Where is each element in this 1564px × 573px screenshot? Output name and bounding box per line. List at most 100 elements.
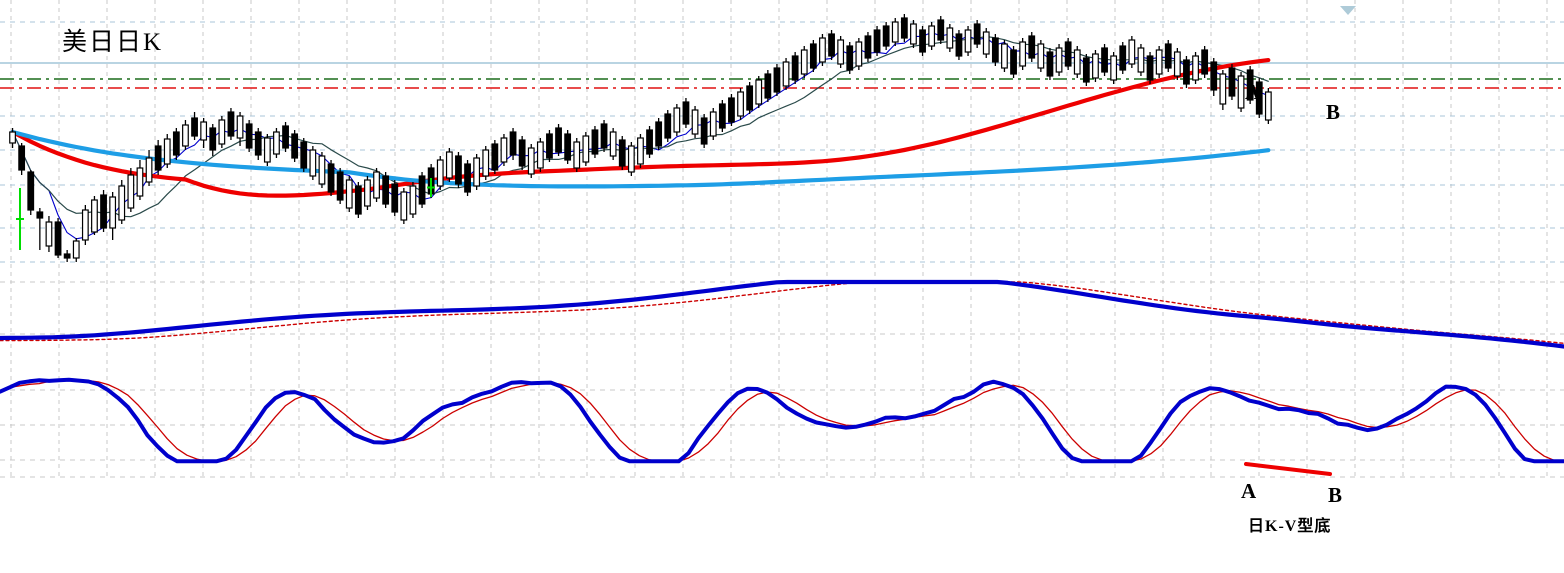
candle-body bbox=[919, 29, 926, 53]
candle-body bbox=[1019, 41, 1027, 67]
candle-body bbox=[163, 138, 171, 165]
macd-signal-line bbox=[0, 281, 1564, 344]
candle-body bbox=[1155, 49, 1163, 75]
kdj-k-line bbox=[0, 377, 1564, 464]
candle-body bbox=[100, 194, 107, 229]
candle-body bbox=[800, 49, 808, 75]
candle-body bbox=[300, 141, 308, 169]
candle-body bbox=[373, 171, 380, 199]
candle-body bbox=[245, 123, 253, 149]
candle-body bbox=[72, 240, 80, 259]
candle-body bbox=[1092, 53, 1099, 79]
candle-body bbox=[655, 121, 663, 147]
chart-caption: 日K-V型底 bbox=[1248, 518, 1332, 535]
candle-body bbox=[18, 145, 26, 171]
kdj-d-line bbox=[0, 379, 1564, 462]
candle-body bbox=[864, 35, 872, 59]
candle-body bbox=[91, 199, 98, 233]
candle-body bbox=[1201, 49, 1209, 75]
candle-body bbox=[1101, 47, 1108, 73]
candle-body bbox=[236, 115, 244, 139]
candle-body bbox=[36, 211, 44, 219]
candle-body bbox=[263, 137, 271, 163]
candle-body bbox=[172, 131, 180, 156]
candle-body bbox=[127, 174, 135, 209]
candle-body bbox=[1128, 39, 1136, 65]
kdj-panel bbox=[0, 377, 1564, 464]
trendline-annotation bbox=[1244, 462, 1332, 476]
candle-body bbox=[1055, 47, 1063, 73]
candle-body bbox=[1082, 57, 1090, 83]
candle-body bbox=[273, 131, 280, 155]
candle-body bbox=[982, 31, 990, 55]
candle-body bbox=[664, 113, 672, 139]
candle-body bbox=[1119, 45, 1127, 71]
candle-body bbox=[1064, 41, 1072, 67]
candle-body bbox=[873, 29, 881, 53]
candle-body bbox=[209, 127, 217, 151]
candle-body bbox=[345, 179, 353, 209]
candle-body bbox=[336, 171, 344, 201]
candle-body bbox=[445, 151, 453, 179]
candle-body bbox=[773, 67, 781, 93]
candle-body bbox=[637, 137, 644, 165]
candle-body bbox=[582, 135, 590, 163]
candle-body bbox=[1164, 43, 1172, 69]
candle-body bbox=[555, 127, 562, 153]
candle-body bbox=[254, 131, 262, 156]
candle-body bbox=[1237, 75, 1245, 109]
oscillator-label-b: B bbox=[1328, 483, 1343, 507]
candle-body bbox=[291, 133, 299, 159]
candle-body bbox=[964, 29, 972, 53]
candle-body bbox=[609, 131, 617, 157]
candle-body bbox=[855, 41, 863, 67]
macd-panel bbox=[0, 279, 1564, 349]
candle-body bbox=[627, 145, 635, 173]
candle-body bbox=[600, 123, 608, 149]
candle-body bbox=[564, 133, 572, 161]
candle-body bbox=[109, 196, 117, 229]
candle-body bbox=[309, 149, 317, 177]
candle-body bbox=[673, 107, 681, 133]
candle-body bbox=[782, 61, 790, 87]
candle-body bbox=[837, 39, 845, 65]
candle-body bbox=[1073, 49, 1081, 75]
candle-body bbox=[455, 155, 462, 185]
candle-body bbox=[436, 159, 444, 187]
candle-body bbox=[1046, 51, 1054, 77]
candle-body bbox=[354, 185, 362, 215]
candle-body bbox=[491, 143, 499, 171]
candle-body bbox=[1228, 67, 1236, 97]
candle-body bbox=[1192, 55, 1199, 81]
candle-body bbox=[382, 175, 390, 205]
candle-body bbox=[764, 73, 772, 99]
candle-body bbox=[718, 103, 726, 129]
candle-body bbox=[1110, 55, 1118, 81]
candle-body bbox=[900, 17, 908, 39]
candle-body bbox=[282, 125, 289, 149]
candle-body bbox=[1137, 47, 1145, 73]
candle-body bbox=[700, 117, 708, 145]
candle-body bbox=[546, 133, 553, 159]
candle-body bbox=[182, 124, 189, 147]
candle-body bbox=[509, 131, 517, 156]
candle-body bbox=[1219, 73, 1227, 105]
candle-body bbox=[828, 33, 835, 57]
candle-body bbox=[536, 141, 544, 169]
candle-body bbox=[145, 157, 153, 183]
candle-body bbox=[482, 149, 490, 177]
candle-body bbox=[400, 191, 408, 221]
candle-body bbox=[327, 163, 335, 193]
page-title: 美日日K bbox=[62, 29, 164, 56]
candle-body bbox=[227, 111, 235, 137]
candle-body bbox=[1001, 43, 1008, 69]
candle-body bbox=[846, 45, 854, 71]
candle-body bbox=[1010, 49, 1017, 75]
candle-body bbox=[118, 185, 126, 221]
candle-body bbox=[691, 109, 699, 135]
candle-body bbox=[9, 131, 16, 144]
candle-body bbox=[1183, 59, 1190, 85]
candle-body bbox=[200, 121, 208, 141]
candle-body bbox=[391, 183, 399, 213]
